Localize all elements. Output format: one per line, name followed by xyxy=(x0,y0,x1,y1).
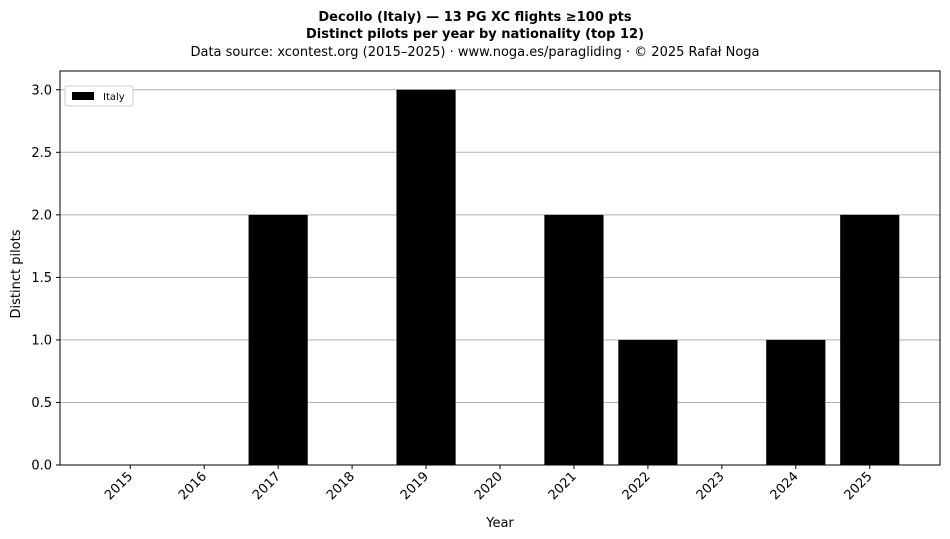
bar-2022 xyxy=(618,339,678,465)
x-tick-label: 2018 xyxy=(324,469,358,503)
y-tick-label: 0.5 xyxy=(31,396,52,411)
x-tick-label: 2015 xyxy=(102,469,136,503)
x-axis-ticks: 2015 2016 2017 2018 2019 2020 2021 2022 2023 2024… xyxy=(102,465,876,503)
x-tick-label: 2021 xyxy=(546,469,580,503)
x-tick-label: 2024 xyxy=(768,469,802,503)
bar-2019 xyxy=(396,89,456,465)
bar-2025 xyxy=(840,214,900,465)
legend-label-italy: Italy xyxy=(103,92,125,103)
x-tick-label: 2020 xyxy=(472,469,506,503)
chart-title-line2: Distinct pilots per year by nationality … xyxy=(306,27,644,42)
grid-lines xyxy=(60,89,940,466)
x-tick-label: 2025 xyxy=(842,469,876,503)
y-axis-label: Distinct pilots xyxy=(9,229,24,318)
bar-2024 xyxy=(766,339,826,465)
x-axis-label: Year xyxy=(485,516,514,531)
x-tick-label: 2017 xyxy=(250,469,284,503)
y-tick-label: 2.5 xyxy=(31,146,52,161)
legend-frame xyxy=(64,85,134,107)
x-tick-label: 2022 xyxy=(620,469,654,503)
y-tick-label: 1.0 xyxy=(31,333,52,348)
bars xyxy=(248,89,900,465)
x-tick-label: 2016 xyxy=(176,469,210,503)
x-tick-label: 2023 xyxy=(694,469,728,503)
legend-swatch-italy xyxy=(72,92,94,100)
bar-2017 xyxy=(248,214,308,465)
y-tick-label: 3.0 xyxy=(31,83,52,98)
chart-subtitle: Data source: xcontest.org (2015–2025) · … xyxy=(190,45,759,60)
y-tick-label: 0.0 xyxy=(31,459,52,474)
chart-title-line1: Decollo (Italy) — 13 PG XC flights ≥100 … xyxy=(318,10,631,25)
legend: Italy xyxy=(64,85,134,107)
bar-2021 xyxy=(544,214,604,465)
y-axis-ticks: 0.0 0.5 1.0 1.5 2.0 2.5 3.0 xyxy=(31,83,60,474)
y-tick-label: 1.5 xyxy=(31,271,52,286)
y-tick-label: 2.0 xyxy=(31,208,52,223)
x-tick-label: 2019 xyxy=(398,469,432,503)
